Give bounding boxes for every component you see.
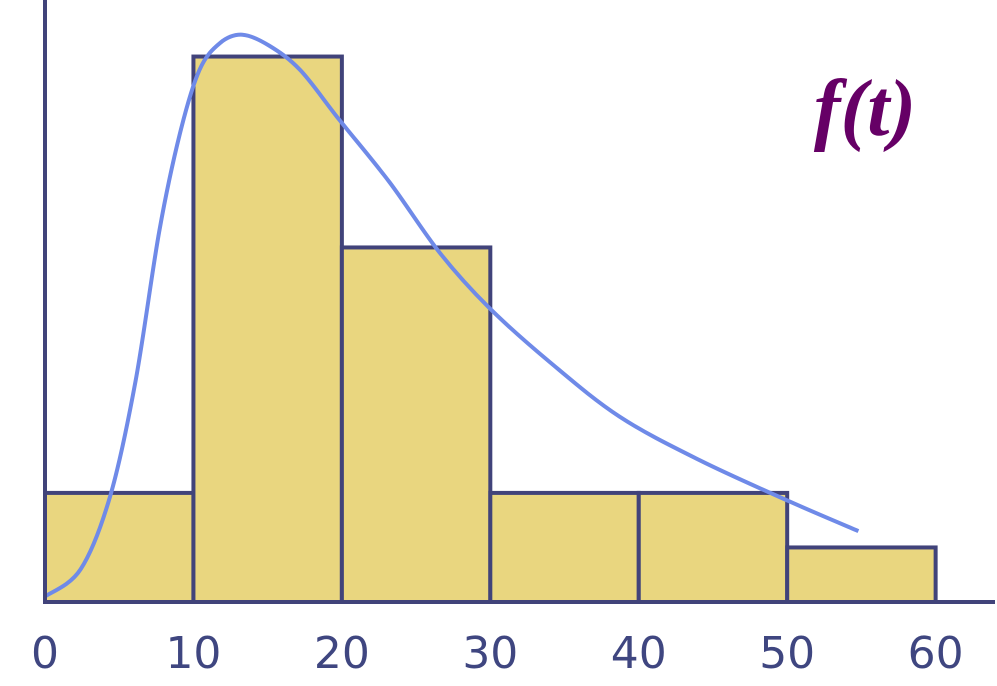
x-tick-label: 50 (759, 628, 815, 679)
x-tick-label: 60 (908, 628, 964, 679)
bar (636, 490, 790, 604)
x-tick-label: 10 (165, 628, 221, 679)
bar (488, 490, 641, 604)
bar (339, 245, 493, 604)
x-tick-label: 30 (462, 628, 518, 679)
x-tick-label: 0 (31, 628, 59, 679)
bar (785, 545, 938, 604)
bar (191, 54, 344, 604)
x-tick-label: 20 (314, 628, 370, 679)
annotation: f(t) (814, 65, 916, 153)
x-tick-label: 40 (611, 628, 667, 679)
density-curve (43, 32, 860, 599)
